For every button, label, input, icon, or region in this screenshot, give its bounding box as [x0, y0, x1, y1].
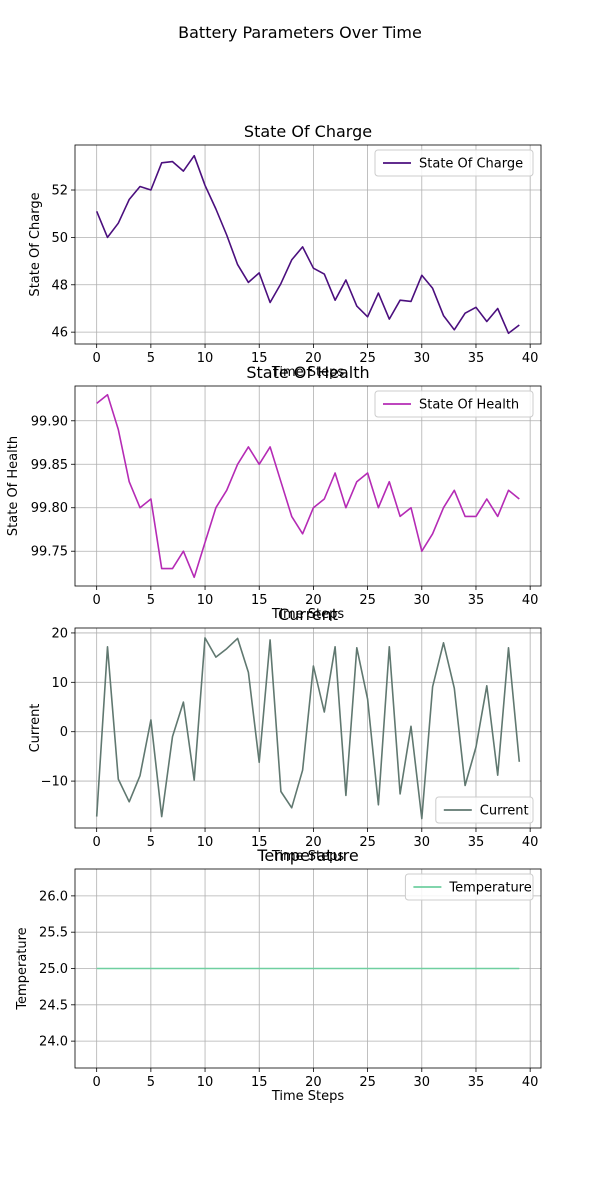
chart2-xlabel: Time Steps	[271, 607, 345, 622]
chart4-ytick-label: 24.0	[39, 1035, 68, 1050]
chart2-xtick-label: 0	[93, 593, 101, 608]
chart2-ytick-label: 99.80	[31, 501, 68, 516]
chart4-ytick-label: 25.5	[39, 926, 68, 941]
chart1-xtick-label: 15	[251, 351, 268, 366]
chart3-xtick-label: 35	[468, 835, 485, 850]
chart3-title: Current	[278, 605, 338, 624]
chart4-ylabel: Temperature	[15, 927, 30, 1010]
chart1-legend-box	[374, 149, 534, 177]
chart2-xtick-label: 5	[147, 593, 155, 608]
chart3-ytick-label: 10	[51, 676, 68, 691]
figure-title: Battery Parameters Over Time	[178, 23, 422, 42]
chart3-axes-frame	[74, 627, 542, 829]
chart1-xtick-label: 0	[93, 351, 101, 366]
chart4-xtick-label: 40	[522, 1075, 539, 1090]
chart3-xtick-label: 25	[359, 835, 376, 850]
chart3-xtick-label: 10	[197, 835, 214, 850]
chart4-xtick-label: 35	[468, 1075, 485, 1090]
chart2-series-line	[96, 393, 520, 579]
chart4-xtick-label: 25	[359, 1075, 376, 1090]
chart4-legend-box	[404, 873, 534, 901]
chart2-title: State Of Health	[246, 363, 369, 382]
chart3-xtick-label: 0	[93, 835, 101, 850]
chart1-ylabel: State Of Charge	[28, 192, 43, 296]
chart4-ytick-label: 25.0	[39, 962, 68, 977]
chart3-series-line	[95, 637, 521, 820]
chart1-xtick-label: 35	[468, 351, 485, 366]
chart2-ylabel: State Of Health	[6, 436, 21, 536]
chart4-xtick-label: 15	[251, 1075, 268, 1090]
chart4-legend: Temperature	[404, 873, 534, 901]
chart1-ytick-label: 50	[51, 231, 68, 246]
chart3-ylabel: Current	[28, 704, 43, 753]
chart4-xtick-label: 5	[147, 1075, 155, 1090]
chart1-legend-label: State Of Charge	[419, 157, 523, 172]
chart1-legend: State Of Charge	[374, 149, 534, 177]
chart2-legend-label: State Of Health	[419, 398, 519, 413]
chart1-xtick-label: 10	[197, 351, 214, 366]
chart3-xtick-label: 5	[147, 835, 155, 850]
chart3-ytick-label: −10	[41, 775, 68, 790]
chart1-xtick-label: 25	[359, 351, 376, 366]
chart3-legend-label: Current	[480, 804, 529, 819]
chart1-axes-frame	[74, 144, 542, 345]
chart3-ytick-label: 20	[51, 626, 68, 641]
chart2-xtick-label: 20	[305, 593, 322, 608]
chart1-xtick-label: 40	[522, 351, 539, 366]
chart1-ytick-label: 48	[51, 278, 68, 293]
chart3-legend: Current	[435, 796, 534, 824]
chart2-xtick-label: 25	[359, 593, 376, 608]
chart2-ytick-label: 99.90	[31, 414, 68, 429]
chart2-ytick-label: 99.85	[31, 458, 68, 473]
chart1-series-line	[95, 154, 520, 335]
chart1-xtick-label: 30	[414, 351, 431, 366]
chart4-xtick-label: 0	[93, 1075, 101, 1090]
chart2-legend-box	[374, 390, 534, 418]
chart1-xtick-label: 20	[305, 351, 322, 366]
chart4-xtick-label: 10	[197, 1075, 214, 1090]
chart1-ytick-label: 46	[51, 326, 68, 341]
chart1-ytick-label: 52	[51, 184, 68, 199]
chart2-xtick-label: 40	[522, 593, 539, 608]
chart3-ytick-label: 0	[60, 725, 68, 740]
chart4-title: Temperature	[256, 846, 358, 865]
chart1-xtick-label: 5	[147, 351, 155, 366]
chart3-legend-box	[435, 796, 534, 824]
chart4-panel: 0 5 10 15 20 25 30 35 40 24.0 24.5 25.0 25.5 26.0 Time…	[15, 846, 542, 1104]
chart4-legend-label: Temperature	[448, 881, 531, 896]
chart2-axes-frame	[74, 385, 542, 587]
chart4-xlabel: Time Steps	[271, 1089, 345, 1104]
chart3-xlabel: Time Steps	[271, 849, 345, 864]
chart1-xlabel: Time Steps	[271, 365, 345, 380]
chart2-xtick-label: 30	[414, 593, 431, 608]
chart2-xtick-label: 15	[251, 593, 268, 608]
chart4-ytick-label: 26.0	[39, 889, 68, 904]
chart2-legend: State Of Health	[374, 390, 534, 418]
chart3-xtick-label: 30	[414, 835, 431, 850]
chart2-panel: 0 5 10 15 20 25 30 35 40 99.75 99.80 99.85 99.90 Time…	[6, 363, 542, 622]
chart3-xtick-label: 15	[251, 835, 268, 850]
chart2-ytick-label: 99.75	[31, 545, 68, 560]
chart2-xtick-label: 35	[468, 593, 485, 608]
chart2-xtick-label: 10	[197, 593, 214, 608]
chart3-xtick-label: 20	[305, 835, 322, 850]
chart4-xtick-label: 30	[414, 1075, 431, 1090]
chart4-xtick-label: 20	[305, 1075, 322, 1090]
chart3-xtick-label: 40	[522, 835, 539, 850]
chart4-ytick-label: 24.5	[39, 998, 68, 1013]
chart1-title: State Of Charge	[244, 122, 372, 141]
